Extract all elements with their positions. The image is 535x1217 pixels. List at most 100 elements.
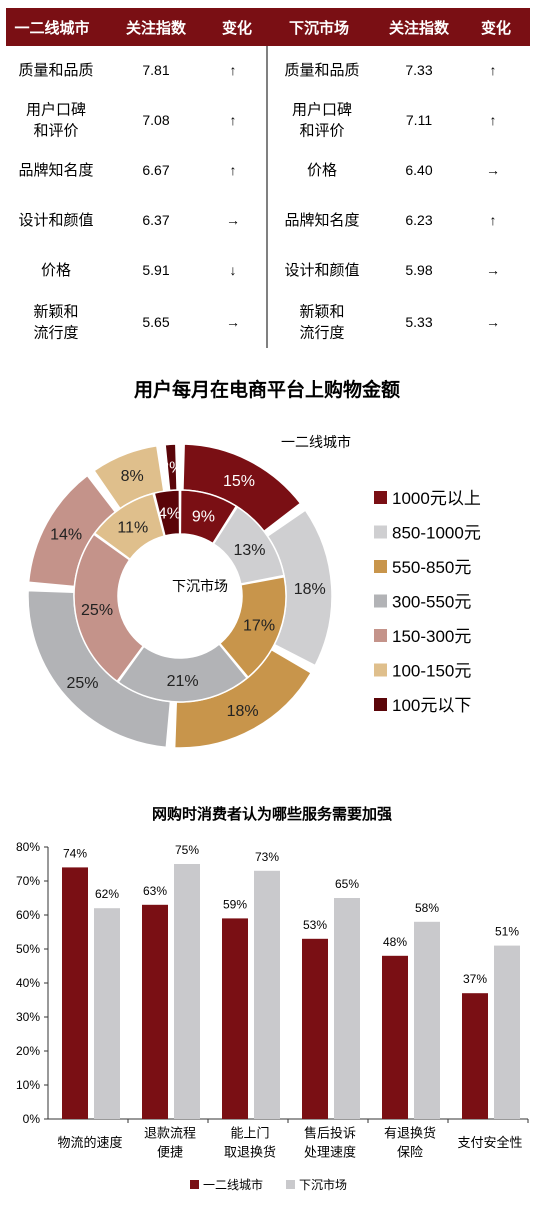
right-change-arrow: → — [486, 262, 500, 278]
x-category-label: 有退换货保险 — [384, 1126, 436, 1161]
y-tick-label: 80% — [16, 840, 40, 854]
inner-ring-slice — [212, 505, 285, 585]
legend-swatch — [374, 698, 387, 711]
legend-label-tier1: 一二线城市 — [203, 1177, 263, 1192]
y-tick-label: 70% — [16, 874, 40, 888]
x-category-label: 退款流程便捷 — [144, 1127, 196, 1161]
left-factor-label: 品牌知名度 — [18, 161, 93, 179]
legend-swatch — [374, 594, 387, 608]
left-index-value: 6.67 — [142, 162, 169, 178]
legend-label: 550-850元 — [392, 558, 471, 577]
left-index-value: 5.65 — [142, 314, 169, 330]
outer-ring-label: 15% — [223, 473, 255, 490]
tier1-bar-value-label: 53% — [303, 918, 327, 932]
legend-label: 1000元以上 — [392, 489, 481, 508]
right-factor-label: 品牌知名度 — [284, 211, 359, 229]
x-category-label: 能上门取退换货 — [224, 1127, 276, 1161]
right-index-value: 7.33 — [405, 62, 432, 78]
tier1-bar — [462, 993, 488, 1119]
table-header-cell: 关注指数 — [126, 19, 187, 37]
lower-tier-bar-value-label: 51% — [495, 925, 519, 939]
bar-chart-title: 网购时消费者认为哪些服务需要加强 — [152, 805, 392, 823]
left-factor-label: 设计和颜值 — [18, 211, 93, 229]
tier1-bar-value-label: 59% — [223, 897, 247, 911]
shopping-amount-donut-chart: 用户每月在电商平台上购物金额 15% 18% 18% 25% 14% 8% 2% 9% 13% 17… — [27, 378, 481, 749]
tier1-bar-value-label: 74% — [63, 846, 87, 860]
lower-tier-bar-value-label: 58% — [415, 901, 439, 915]
tier1-bar — [302, 938, 328, 1119]
left-factor-label: 用户口碑和评价 — [26, 101, 86, 140]
inner-ring-label: 11% — [117, 520, 148, 537]
inner-ring-slice — [218, 575, 287, 679]
tier1-bar-value-label: 48% — [383, 935, 407, 949]
right-factor-label: 设计和颜值 — [284, 261, 359, 279]
lower-tier-bar-value-label: 65% — [335, 877, 359, 891]
right-index-value: 5.98 — [405, 262, 432, 278]
inner-ring-slice — [73, 533, 145, 683]
y-tick-label: 30% — [16, 1010, 40, 1024]
inner-ring-series-name: 下沉市场 — [172, 578, 228, 595]
tier1-bar-value-label: 63% — [143, 884, 167, 898]
right-factor-label: 用户口碑和评价 — [292, 101, 352, 140]
donut-chart-title: 用户每月在电商平台上购物金额 — [134, 378, 400, 401]
lower-tier-bar — [94, 908, 120, 1119]
tier1-bar-value-label: 37% — [463, 972, 487, 986]
y-tick-label: 10% — [16, 1078, 40, 1092]
service-improvement-bar-chart: 网购时消费者认为哪些服务需要加强 0% 10% 20% 30% 40% 50% 60% 70% 8… — [16, 805, 529, 1192]
right-change-arrow: ↑ — [490, 112, 497, 128]
right-change-arrow: → — [486, 314, 500, 330]
right-index-value: 7.11 — [406, 112, 432, 128]
inner-ring-label: 21% — [167, 673, 199, 690]
right-change-arrow: ↑ — [490, 62, 497, 78]
right-factor-label: 价格 — [307, 161, 337, 179]
outer-ring-series-name: 一二线城市 — [281, 434, 351, 451]
left-change-arrow: ↑ — [230, 62, 237, 78]
left-index-value: 5.91 — [142, 262, 169, 278]
left-change-arrow: → — [226, 212, 240, 228]
legend-swatch — [374, 525, 387, 539]
y-tick-label: 0% — [23, 1112, 41, 1126]
lower-tier-bar-value-label: 75% — [175, 843, 199, 857]
legend-swatch — [374, 629, 387, 642]
inner-ring-label: 17% — [243, 617, 275, 634]
legend-swatch — [374, 491, 387, 504]
legend-label: 100-150元 — [392, 662, 471, 681]
table-header-bar — [6, 8, 530, 46]
legend-swatch-tier1 — [190, 1180, 199, 1189]
outer-ring-label: 18% — [227, 703, 259, 720]
outer-ring-label: 25% — [66, 675, 98, 692]
inner-ring-slice — [179, 489, 238, 545]
left-change-arrow: ↑ — [230, 162, 237, 178]
outer-ring-label: 18% — [294, 581, 326, 598]
lower-tier-bar — [174, 864, 200, 1119]
inner-ring-slice — [93, 492, 166, 561]
left-factor-label: 质量和品质 — [18, 61, 93, 79]
tier1-bar — [142, 904, 168, 1119]
left-change-arrow: ↓ — [230, 262, 237, 278]
legend-label: 150-300元 — [392, 627, 471, 646]
left-index-value: 6.37 — [142, 212, 169, 228]
tier1-bar — [382, 955, 408, 1119]
legend-label-lower-tier: 下沉市场 — [299, 1177, 347, 1192]
y-tick-label: 60% — [16, 908, 40, 922]
lower-tier-bar — [494, 945, 520, 1119]
table-header-cell: 下沉市场 — [289, 19, 349, 37]
left-index-value: 7.81 — [142, 62, 169, 78]
table-header-cell: 一二线城市 — [14, 19, 89, 37]
right-index-value: 5.33 — [405, 314, 432, 330]
right-factor-label: 质量和品质 — [284, 61, 359, 79]
left-index-value: 7.08 — [142, 112, 169, 128]
left-factor-label: 价格 — [41, 261, 71, 279]
legend-swatch — [374, 663, 387, 677]
inner-ring-label: 9% — [192, 508, 215, 525]
right-index-value: 6.23 — [405, 212, 432, 228]
lower-tier-bar — [334, 898, 360, 1119]
right-factor-label: 新颖和流行度 — [299, 303, 344, 342]
table-header-cell: 关注指数 — [389, 19, 450, 37]
x-category-label: 支付安全性 — [457, 1135, 522, 1151]
outer-ring-label: 8% — [121, 468, 144, 485]
lower-tier-bar — [414, 921, 440, 1119]
x-category-label: 售后投诉处理速度 — [304, 1126, 356, 1161]
inner-ring-label: 25% — [81, 602, 113, 619]
inner-ring-slice — [153, 489, 181, 537]
